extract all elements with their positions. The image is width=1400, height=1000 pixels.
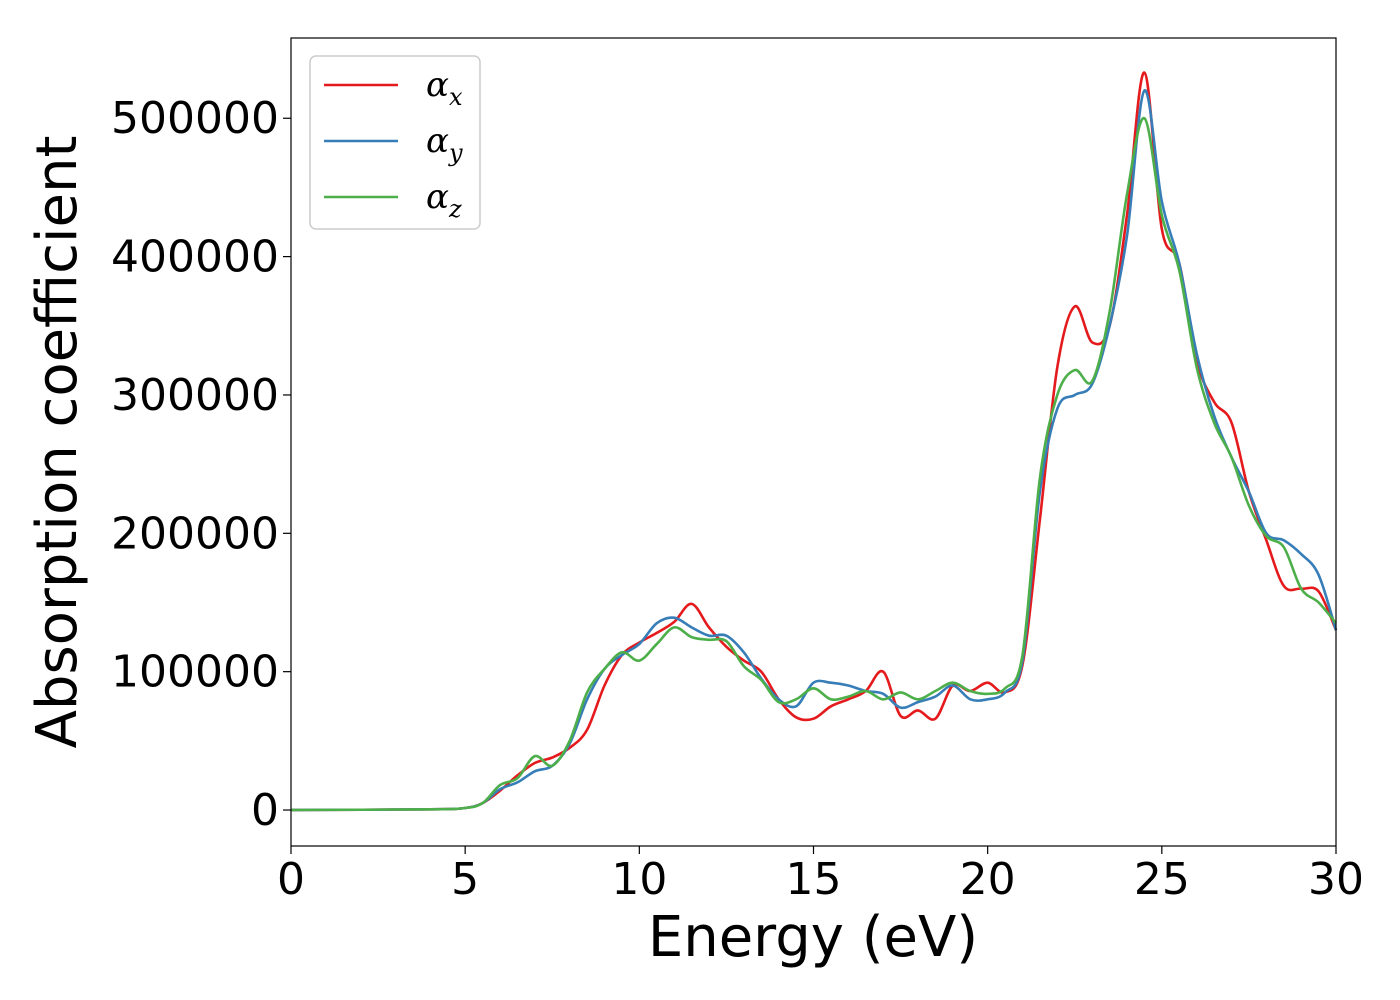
x-tick-label: 10	[611, 854, 667, 905]
y-tick-label: 500000	[111, 93, 279, 144]
x-tick-label: 0	[277, 854, 305, 905]
x-tick-label: 5	[451, 854, 479, 905]
x-tick-label: 25	[1134, 854, 1190, 905]
x-axis-label: Energy (eV)	[648, 905, 978, 970]
x-tick-label: 20	[960, 854, 1016, 905]
legend-label-z: αz	[426, 177, 462, 223]
legend-box	[309, 55, 481, 230]
y-tick-label: 100000	[111, 647, 279, 698]
series-line-z	[290, 116, 1337, 812]
series-layer	[290, 71, 1338, 812]
legend-label-x: αx	[426, 65, 463, 111]
series-line-y	[290, 89, 1338, 812]
legend-label-base: α	[426, 121, 449, 161]
legend-label-base: α	[426, 177, 449, 217]
legend-label-subscript: z	[448, 195, 462, 223]
x-tick-label: 30	[1308, 854, 1364, 905]
y-tick-label: 300000	[111, 370, 279, 421]
legend-label-subscript: y	[448, 139, 463, 167]
y-tick-label: 400000	[111, 232, 279, 283]
x-axis: 0 5 10 15 20 25 30	[277, 846, 1364, 905]
y-tick-label: 0	[251, 785, 279, 836]
y-axis: 0 100000 200000 300000 400000 500000	[111, 93, 291, 836]
x-tick-label: 15	[786, 854, 842, 905]
legend-label-subscript: x	[449, 83, 463, 111]
y-tick-label: 200000	[111, 508, 279, 559]
legend-label-base: α	[426, 65, 449, 105]
y-axis-label: Absorption coefficient	[25, 136, 90, 749]
legend-label-y: αy	[426, 121, 463, 167]
